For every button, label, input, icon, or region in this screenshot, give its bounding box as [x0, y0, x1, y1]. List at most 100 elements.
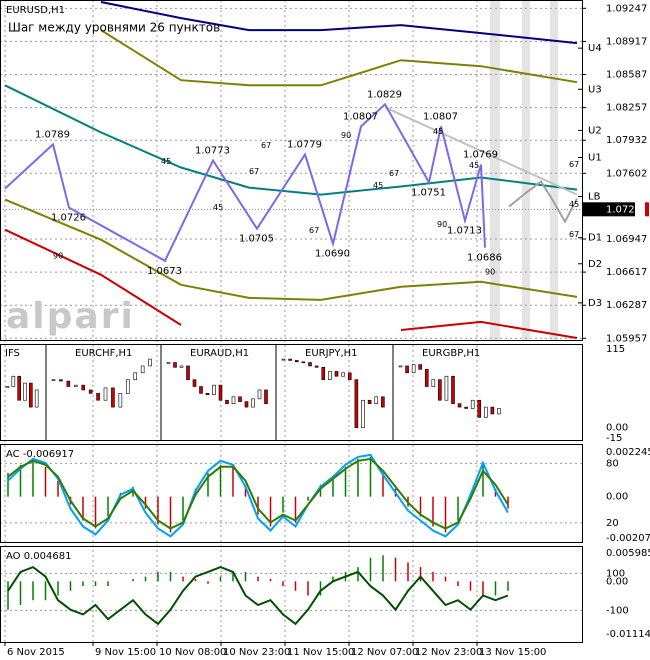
- pivot-label: 1.0751: [411, 188, 446, 199]
- candle: [17, 375, 21, 401]
- candle: [103, 387, 108, 401]
- candle: [218, 384, 223, 401]
- candle: [451, 375, 455, 404]
- level-label: U4: [588, 43, 602, 54]
- angle-label: 67: [569, 230, 579, 239]
- angle-label: 45: [469, 161, 479, 170]
- candle: [238, 396, 242, 402]
- current-price-flag: [645, 202, 649, 217]
- candle: [288, 358, 292, 361]
- y-tick-label: 1.06287: [606, 300, 647, 311]
- watermark: alpari: [6, 296, 135, 337]
- candle: [411, 364, 416, 374]
- panel-border: [0, 546, 583, 643]
- y-tick-label: 115: [606, 344, 625, 355]
- indicator-title: AO 0.004681: [6, 551, 71, 562]
- price-line: [4, 198, 578, 301]
- candle: [418, 364, 422, 370]
- price-line: [100, 1, 578, 45]
- candle: [212, 384, 216, 396]
- y-tick-label: 0.00: [606, 423, 628, 434]
- candle: [192, 379, 197, 387]
- candle: [464, 406, 468, 409]
- angle-label: 67: [569, 160, 579, 169]
- y-tick-label: 1.05957: [606, 333, 647, 344]
- angle-label: 67: [389, 169, 399, 178]
- candle: [381, 396, 385, 408]
- angle-label: 90: [437, 220, 447, 229]
- candle: [34, 389, 39, 408]
- y-tick-label: 20: [606, 518, 619, 529]
- candle: [133, 372, 138, 380]
- current-price-label: 1.07243: [606, 204, 647, 215]
- shade-band: [490, 0, 500, 340]
- pivot-label: 1.0705: [239, 234, 274, 245]
- candle: [308, 362, 312, 367]
- candle: [424, 369, 429, 387]
- pivot-label: 1.0673: [147, 266, 182, 277]
- indicator-line: [7, 457, 509, 530]
- level-label: U2: [588, 125, 602, 136]
- candle: [96, 393, 100, 401]
- candle: [88, 389, 93, 394]
- price-line: [4, 84, 578, 196]
- candle: [431, 379, 436, 387]
- candle: [484, 406, 488, 418]
- candle: [301, 361, 306, 364]
- angle-label: 45: [213, 203, 223, 212]
- price-line: [384, 106, 578, 196]
- y-tick-label: 0.00: [606, 576, 628, 587]
- x-tick-label: 13 Nov 15:00: [479, 647, 546, 658]
- panel-border: [0, 344, 583, 441]
- y-tick-label: 100: [606, 568, 625, 579]
- level-label: LB: [588, 192, 601, 203]
- candle: [405, 365, 409, 374]
- angle-label: 67: [261, 141, 271, 150]
- pivot-label: 1.0807: [423, 111, 458, 122]
- candle: [264, 389, 268, 404]
- price-line: [4, 228, 578, 339]
- candle: [251, 398, 255, 408]
- candle: [334, 371, 339, 377]
- candle: [118, 393, 123, 408]
- angle-label: 45: [569, 200, 579, 209]
- candle: [173, 362, 177, 368]
- price-line: [4, 102, 486, 263]
- y-tick-label: -15: [606, 433, 622, 444]
- pivot-label: 1.0773: [195, 145, 230, 156]
- candle: [361, 399, 365, 428]
- angle-label: 90: [53, 251, 63, 260]
- angle-label: 90: [485, 267, 495, 276]
- x-tick-label: 12 Nov 23:00: [415, 647, 482, 658]
- y-tick-label: 0.005985: [606, 548, 650, 559]
- pivot-label: 1.0789: [35, 129, 70, 140]
- candle: [199, 386, 203, 394]
- pivot-label: 1.0726: [51, 213, 86, 224]
- angle-label: 45: [373, 181, 383, 190]
- candle: [81, 384, 86, 391]
- candle: [438, 379, 442, 401]
- y-tick-label: 1.07932: [606, 135, 647, 146]
- shade-band: [522, 0, 530, 340]
- pivot-label: 1.0829: [367, 89, 402, 100]
- y-tick-label: 80: [606, 458, 619, 469]
- pivot-label: 1.0713: [447, 226, 482, 237]
- candle: [11, 375, 16, 387]
- candle: [257, 389, 262, 400]
- candle: [23, 382, 27, 401]
- candle: [328, 371, 332, 380]
- level-label: D2: [588, 259, 602, 270]
- y-tick-label: 1.08917: [606, 36, 647, 47]
- candle: [281, 358, 286, 361]
- candle: [111, 387, 115, 408]
- symbol-label: EURAUD,H1: [190, 348, 249, 359]
- level-label: D3: [588, 298, 602, 309]
- candle: [179, 365, 184, 368]
- angle-label: 67: [249, 167, 259, 176]
- shade-band: [550, 0, 558, 340]
- candle: [73, 384, 78, 387]
- y-tick-label: 1.08257: [606, 103, 647, 114]
- candle: [341, 372, 345, 377]
